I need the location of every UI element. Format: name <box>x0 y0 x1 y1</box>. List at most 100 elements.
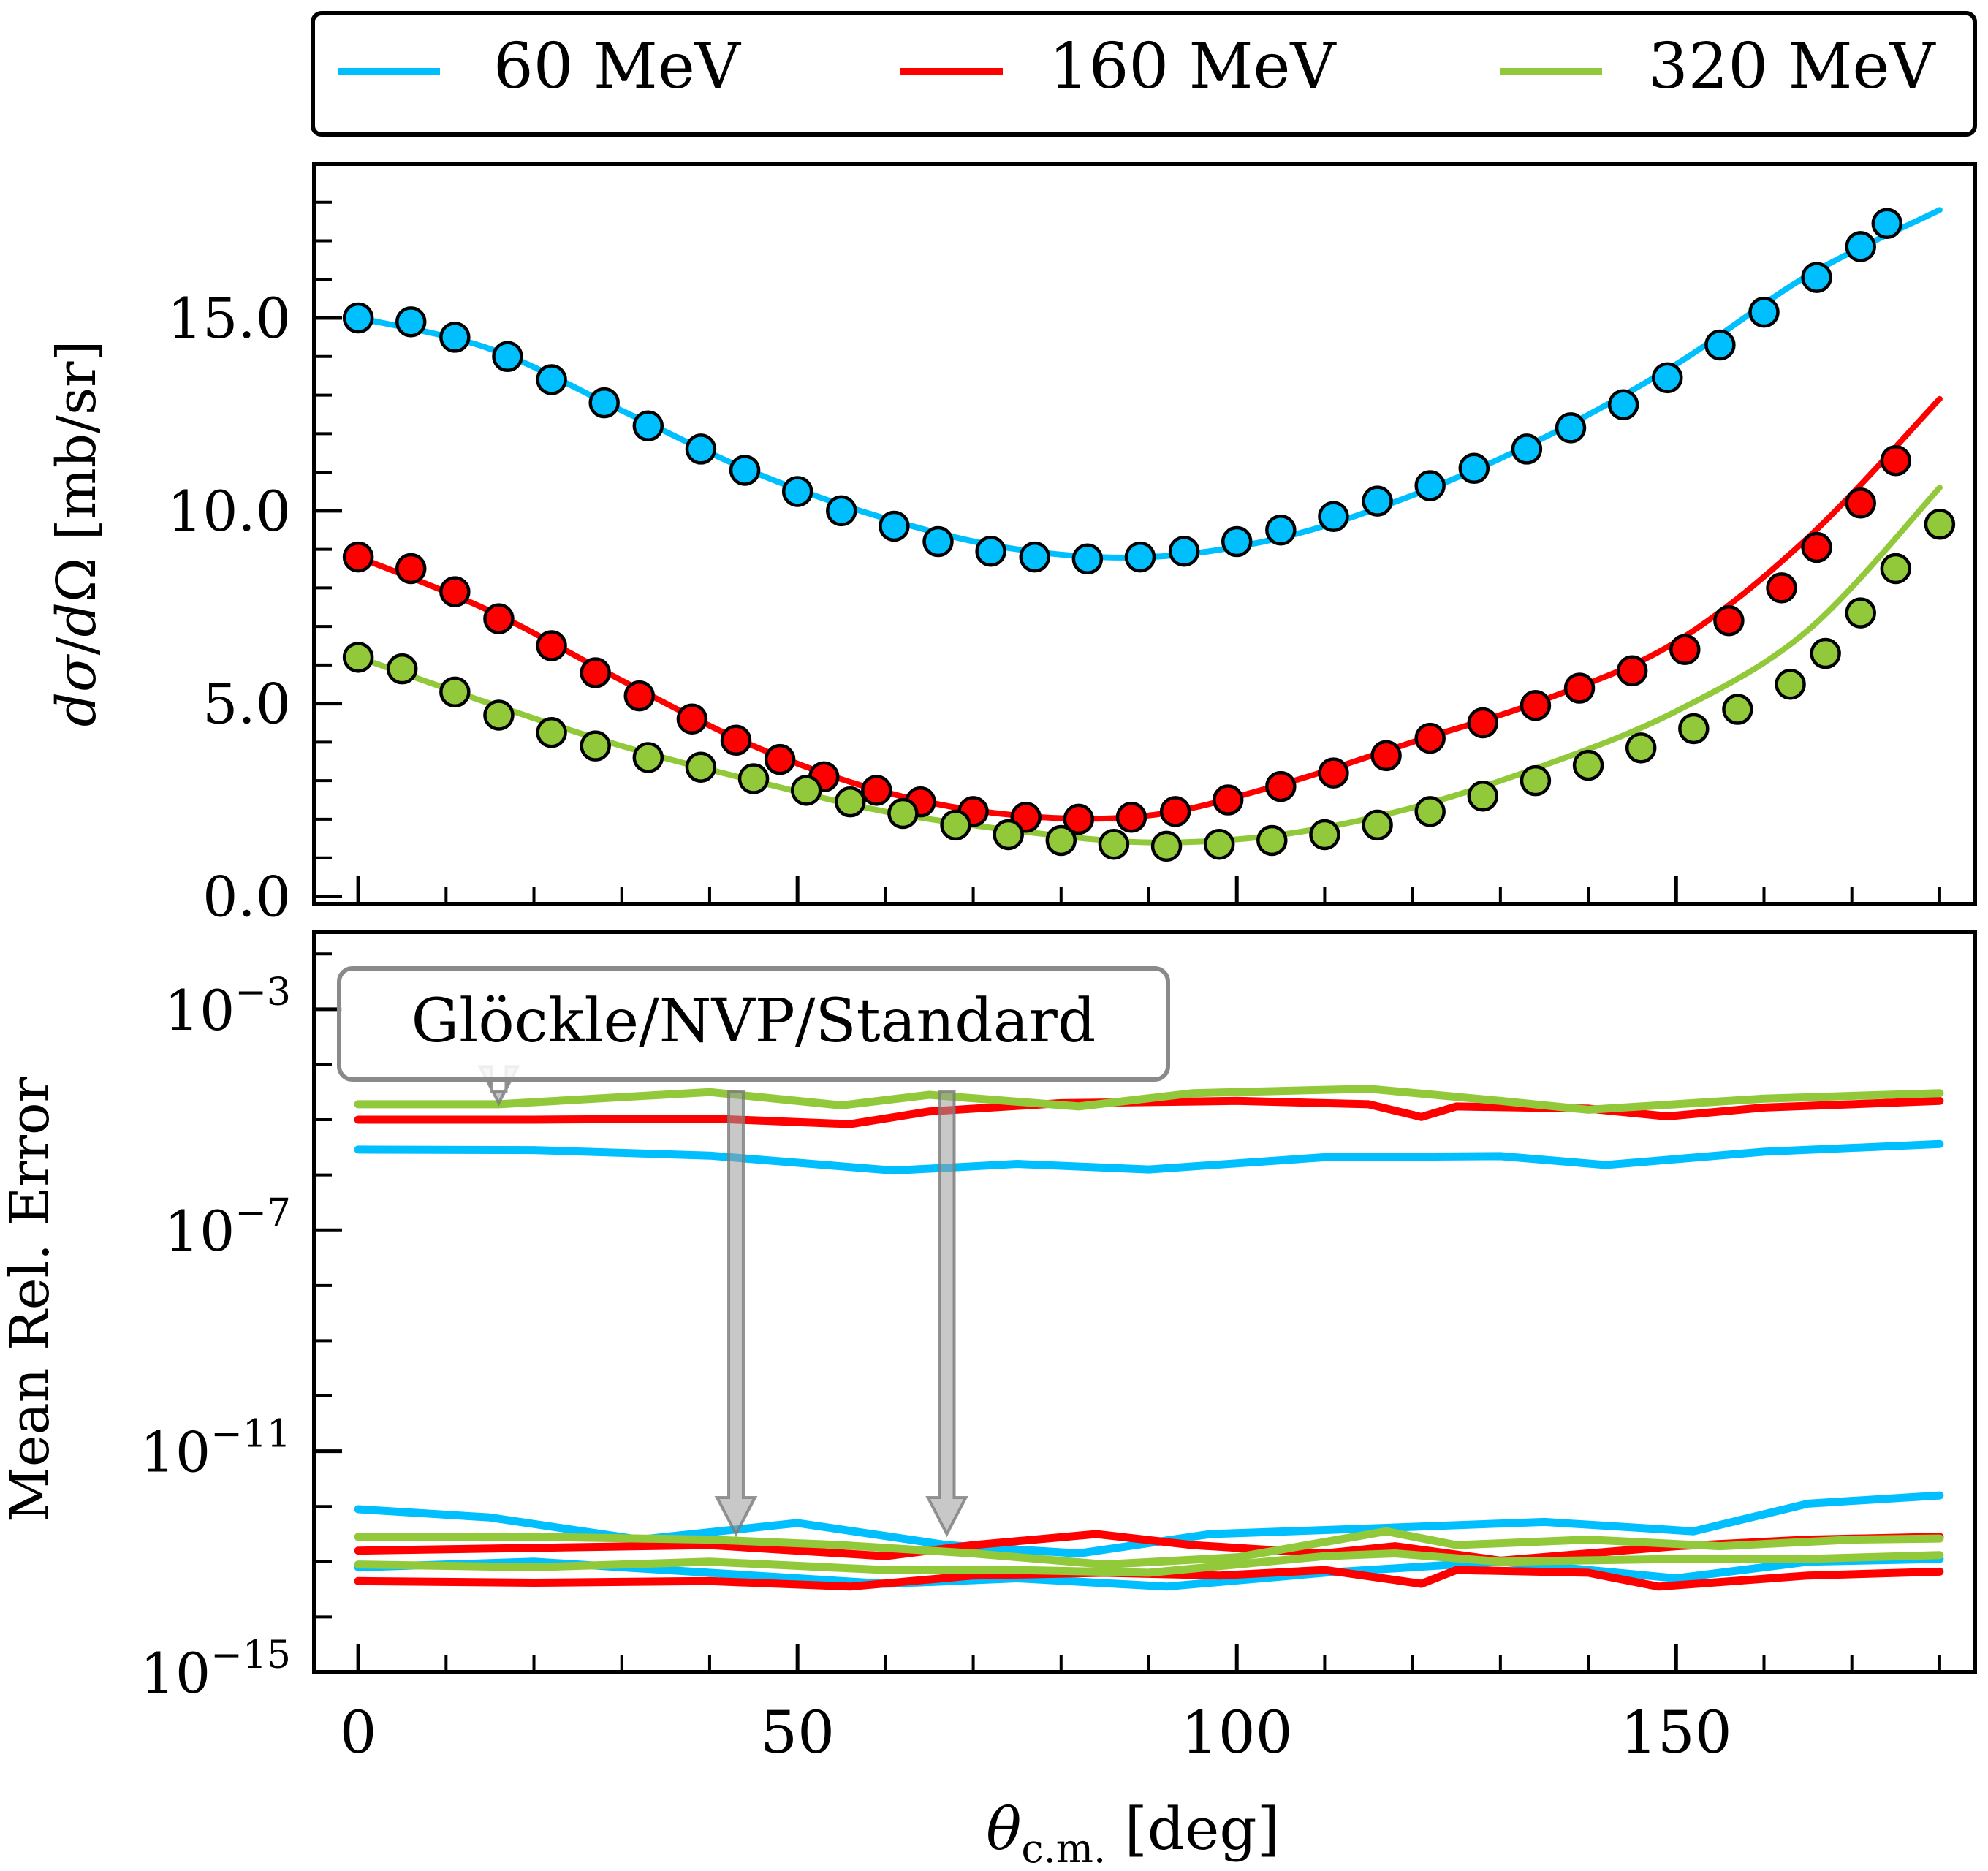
marker-160-mev <box>1845 487 1876 519</box>
marker-160-mev <box>439 576 471 607</box>
marker-160-mev <box>1212 784 1244 816</box>
marker-60-mev <box>439 322 471 353</box>
marker-160-mev <box>861 775 892 806</box>
marker-320-mev <box>1924 509 1956 540</box>
marker-320-mev <box>536 716 567 748</box>
marker-60-mev <box>1871 208 1903 240</box>
marker-160-mev <box>1159 796 1191 827</box>
marker-320-mev <box>1045 824 1077 857</box>
top-ytick-labels: 0.0 5.0 10.0 15.0 <box>167 286 291 929</box>
top-markers <box>342 208 1956 862</box>
marker-60-mev <box>1801 262 1832 293</box>
marker-60-mev <box>1414 470 1446 501</box>
error-line-320-mev <box>354 1085 1944 1114</box>
top-ytick-label: 10.0 <box>167 479 291 544</box>
top-ticks <box>314 200 1941 904</box>
bottom-xtick-label: 100 <box>1181 1699 1293 1766</box>
top-ytick-label: 15.0 <box>167 286 291 351</box>
legend-label-60: 60 MeV <box>493 30 742 103</box>
marker-320-mev <box>1880 553 1912 585</box>
marker-60-mev <box>922 525 954 558</box>
marker-60-mev <box>1652 362 1683 394</box>
marker-160-mev <box>1880 445 1912 477</box>
marker-320-mev <box>1309 819 1340 851</box>
marker-320-mev <box>1678 713 1710 745</box>
bottom-xtick-label: 0 <box>340 1699 377 1766</box>
marker-320-mev <box>342 642 374 673</box>
marker-160-mev <box>676 703 708 735</box>
annotation-text: Glöckle/NVP/Standard <box>411 987 1096 1056</box>
bottom-error-lines <box>354 1085 1944 1591</box>
bottom-xtick-label: 150 <box>1620 1699 1732 1766</box>
marker-60-mev <box>1607 389 1639 421</box>
marker-160-mev <box>342 541 374 573</box>
marker-160-mev <box>1414 722 1446 754</box>
legend-label-160: 160 MeV <box>1049 30 1337 103</box>
marker-60-mev <box>975 535 1006 567</box>
marker-160-mev <box>1115 802 1147 833</box>
curve-160-mev <box>355 395 1943 822</box>
marker-60-mev <box>1221 525 1253 558</box>
error-line-320-mev <box>354 1527 1944 1569</box>
marker-320-mev <box>1467 781 1499 812</box>
marker-160-mev <box>1713 604 1745 637</box>
marker-60-mev <box>1845 231 1876 262</box>
error-line-160-mev <box>354 1566 1944 1591</box>
marker-320-mev <box>835 786 866 818</box>
top-ytick-label: 5.0 <box>202 672 291 737</box>
marker-320-mev <box>1362 809 1393 841</box>
marker-320-mev <box>1572 749 1604 781</box>
bottom-ytick-labels: 10−15 10−11 10−7 10−3 <box>140 971 291 1706</box>
marker-60-mev <box>1071 543 1104 575</box>
marker-60-mev <box>342 302 374 334</box>
marker-320-mev <box>483 699 515 731</box>
marker-160-mev <box>395 553 427 585</box>
marker-320-mev <box>1775 669 1806 700</box>
annotation-arrows <box>477 1065 968 1538</box>
bottom-ytick-label: 10−11 <box>140 1413 291 1485</box>
marker-60-mev <box>1555 412 1587 444</box>
marker-320-mev <box>1098 828 1130 860</box>
marker-160-mev <box>623 680 656 712</box>
marker-320-mev <box>790 775 822 806</box>
marker-160-mev <box>1467 707 1499 739</box>
marker-160-mev <box>483 603 515 634</box>
bottom-ytick-label: 10−3 <box>164 971 291 1043</box>
marker-160-mev <box>1520 690 1552 721</box>
marker-60-mev <box>1362 485 1393 517</box>
marker-60-mev <box>1511 433 1543 465</box>
annotation-arrow <box>714 1090 758 1538</box>
marker-320-mev <box>993 819 1024 851</box>
top-panel: 0.0 5.0 10.0 15.0 dσ/dΩ [mb/sr] <box>45 162 1977 929</box>
legend-frame <box>311 11 1977 137</box>
marker-60-mev <box>826 495 857 527</box>
bottom-ytick-label: 10−7 <box>164 1191 291 1264</box>
top-ytick-label: 0.0 <box>202 864 291 929</box>
marker-60-mev <box>536 364 567 395</box>
marker-60-mev <box>729 455 761 486</box>
marker-160-mev <box>1318 757 1349 789</box>
marker-320-mev <box>685 751 717 783</box>
marker-60-mev <box>781 476 813 507</box>
marker-60-mev <box>1124 541 1156 573</box>
marker-60-mev <box>879 510 910 542</box>
marker-60-mev <box>632 410 664 442</box>
top-y-axis-label: dσ/dΩ [mb/sr] <box>45 341 108 727</box>
legend: 60 MeV 160 MeV 320 MeV <box>311 11 1977 137</box>
marker-320-mev <box>1520 764 1552 797</box>
bottom-panel: 10−15 10−11 10−7 10−3 0 50 100 150 Glöckle/NVP… <box>0 930 1977 1871</box>
marker-160-mev <box>1801 531 1832 563</box>
error-line-60-mev <box>354 1139 1944 1175</box>
marker-320-mev <box>1625 732 1657 764</box>
marker-320-mev <box>1722 694 1753 725</box>
marker-160-mev <box>580 657 611 688</box>
marker-320-mev <box>940 809 971 841</box>
marker-320-mev <box>887 797 919 830</box>
marker-160-mev <box>1766 572 1797 604</box>
marker-320-mev <box>1256 824 1288 857</box>
marker-320-mev <box>439 676 471 708</box>
marker-160-mev <box>720 724 752 756</box>
marker-320-mev <box>1845 597 1876 629</box>
marker-60-mev <box>1748 296 1780 328</box>
marker-160-mev <box>536 630 567 661</box>
